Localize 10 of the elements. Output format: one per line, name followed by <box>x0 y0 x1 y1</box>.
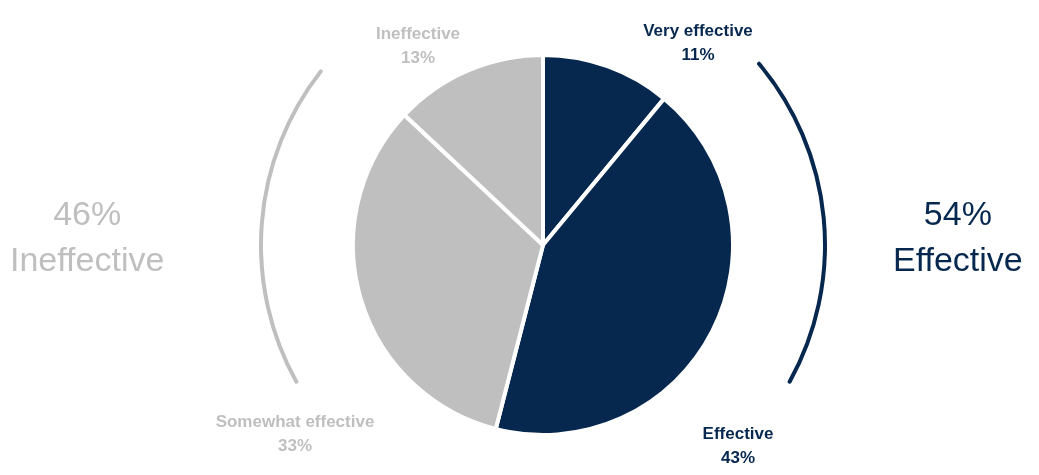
text: 54% Effective <box>893 194 1023 278</box>
slice-label: Very effective <box>643 20 753 40</box>
text: 46% Ineffective <box>9 194 165 278</box>
slice-label: Somewhat effective <box>215 411 375 431</box>
slice-label: Effective <box>702 423 774 443</box>
data-label: 43% <box>720 447 756 467</box>
data-label: 13% <box>400 47 436 67</box>
data-label: 33% <box>277 435 313 455</box>
slice-label: Ineffective <box>375 23 461 43</box>
data-label: 11% <box>681 44 715 64</box>
